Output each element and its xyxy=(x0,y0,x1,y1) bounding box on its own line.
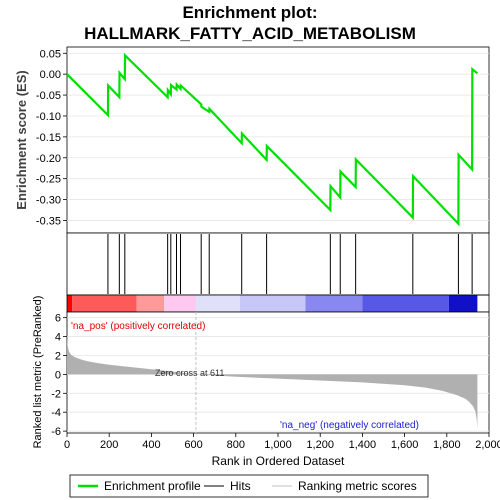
x-tick-label: 1,800 xyxy=(433,439,461,451)
pos-correlated-label: 'na_pos' (positively correlated) xyxy=(71,321,205,332)
ranking-bar-segment xyxy=(240,295,306,312)
ranking-metric-area xyxy=(67,334,478,430)
chart-title-line1: Enrichment plot: xyxy=(182,3,317,22)
x-tick-label: 600 xyxy=(184,439,202,451)
x-axis-label: Rank in Ordered Dataset xyxy=(212,454,345,468)
legend-label: Enrichment profile xyxy=(104,479,201,493)
ranking-bar-segment xyxy=(136,295,165,312)
metric-y-tick-label: -4 xyxy=(51,407,61,419)
es-y-tick-label: -0.25 xyxy=(36,174,61,186)
legend-label: Hits xyxy=(230,479,251,493)
es-y-tick-label: -0.10 xyxy=(36,111,61,123)
metric-y-axis: 6 4 2 0 -2 -4 -6 xyxy=(51,313,67,438)
x-tick-label: 1,400 xyxy=(349,439,377,451)
es-y-axis-label: Enrichment score (ES) xyxy=(14,70,29,209)
chart-title-line2: HALLMARK_FATTY_ACID_METABOLISM xyxy=(84,24,416,43)
metric-x-axis: 0 200 400 600 800 1,000 1,200 1,400 1,600 1,800 2,… xyxy=(64,433,500,451)
metric-y-tick-label: 4 xyxy=(55,332,61,344)
metric-y-tick-label: 6 xyxy=(55,313,61,325)
x-tick-label: 0 xyxy=(64,439,70,451)
metric-y-tick-label: -6 xyxy=(51,426,61,438)
metric-y-axis-label: Ranked list metric (PreRanked) xyxy=(32,296,44,449)
x-tick-label: 1,000 xyxy=(264,439,292,451)
ranking-bar-segment xyxy=(362,295,449,312)
zero-cross-label: Zero cross at 611 xyxy=(155,368,224,378)
metric-y-tick-label: 0 xyxy=(55,369,61,381)
ranking-bar-segment xyxy=(305,295,363,312)
es-y-tick-label: 0.05 xyxy=(40,48,61,60)
legend-box xyxy=(69,474,429,498)
es-panel-frame xyxy=(66,46,490,234)
ranking-color-bar xyxy=(67,295,478,312)
x-tick-label: 1,600 xyxy=(391,439,419,451)
es-y-tick-label: -0.20 xyxy=(36,153,61,165)
metric-y-tick-label: 2 xyxy=(55,350,61,362)
legend: Enrichment profile Hits Ranking metric sco… xyxy=(78,479,417,493)
hits-panel-frame xyxy=(66,232,490,296)
ranking-bar-segment xyxy=(195,295,241,312)
x-tick-label: 200 xyxy=(100,439,118,451)
ranking-bar-segment xyxy=(164,295,196,312)
ranking-bar-segment xyxy=(67,295,73,312)
metric-y-tick-label: -2 xyxy=(51,388,61,400)
es-y-tick-label: -0.05 xyxy=(36,90,61,102)
hits-marks xyxy=(107,234,473,294)
x-tick-label: 2,000 xyxy=(475,439,500,451)
ranking-bar-segment xyxy=(448,295,478,312)
neg-correlated-label: 'na_neg' (negatively correlated) xyxy=(280,420,419,431)
enrichment-profile-line xyxy=(66,52,479,227)
x-tick-label: 800 xyxy=(227,439,245,451)
x-tick-label: 1,200 xyxy=(306,439,334,451)
es-y-tick-label: -0.15 xyxy=(36,132,61,144)
es-y-axis: 0.05 0.00 -0.05 -0.10 -0.15 -0.20 -0.25 -0.30 -0… xyxy=(36,48,67,227)
es-y-tick-label: -0.35 xyxy=(36,215,61,227)
x-tick-label: 400 xyxy=(142,439,160,451)
legend-label: Ranking metric scores xyxy=(298,479,417,493)
es-y-tick-label: -0.30 xyxy=(36,195,61,207)
es-y-tick-label: 0.00 xyxy=(40,69,61,81)
ranking-bar-segment xyxy=(72,295,137,312)
